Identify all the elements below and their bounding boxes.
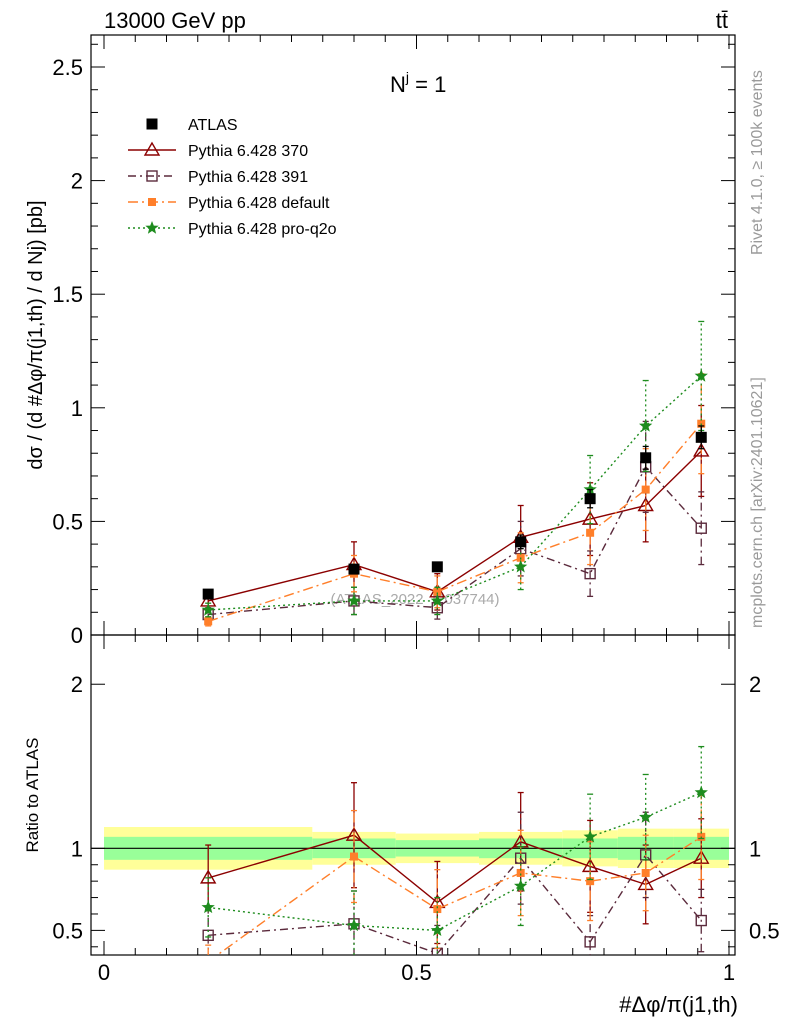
legend-entry-p391: Pythia 6.428 391 [128, 169, 308, 186]
legend-marker-proq2o [145, 221, 159, 234]
main-point-default [204, 617, 213, 626]
main-point-atlas [348, 563, 360, 575]
main-y-tick-label: 0 [71, 623, 83, 648]
legend-label-default: Pythia 6.428 default [188, 195, 330, 212]
ratio-point-default [204, 958, 212, 966]
main-point-proq2o [201, 603, 215, 616]
main-point-proq2o [430, 593, 444, 607]
ratio-line-p391 [208, 853, 702, 955]
x-tick-label: 0.5 [401, 960, 432, 985]
legend-entry-atlas: ATLAS [146, 117, 238, 134]
ratio-y-axis-label: Ratio to ATLAS [23, 738, 42, 853]
main-point-proq2o [347, 593, 361, 607]
header-process-label: tt̄ [716, 8, 728, 33]
main-point-atlas [202, 588, 214, 600]
main-point-atlas [640, 452, 652, 464]
ratio-point-proq2o [694, 785, 708, 799]
main-series-p370 [199, 404, 710, 611]
legend-label-atlas: ATLAS [188, 117, 238, 134]
legend-entry-p370: Pythia 6.428 370 [128, 141, 308, 160]
ratio-y-tick-label-right: 2 [749, 672, 761, 697]
ratio-y-tick-label: 1 [71, 836, 83, 861]
legend-marker-p391 [146, 170, 158, 182]
main-series-atlas [202, 425, 707, 600]
main-series-default [204, 373, 706, 627]
main-point-atlas [584, 493, 596, 505]
main-point-atlas [431, 561, 443, 573]
ratio-point-proq2o [347, 918, 361, 932]
main-line-proq2o [208, 375, 702, 611]
legend-entry-proq2o: Pythia 6.428 pro-q2o [128, 221, 337, 238]
main-y-tick-label: 2.5 [52, 55, 83, 80]
main-point-p370 [693, 442, 710, 457]
main-y-axis-text: dσ / (d #Δφ/π(j1,th) / d Nj) [pb] [25, 200, 47, 469]
ratio-point-proq2o [430, 923, 444, 936]
axis-ticks: 0 0.5 1 1.5 2 2.5 0 0.5 1 0.5 0.5 1 1 2 2 [52, 35, 780, 985]
legend-label-p391: Pythia 6.428 391 [188, 169, 308, 186]
ratio-y-tick-label-right: 1 [749, 836, 761, 861]
main-y-tick-label: 1 [71, 396, 83, 421]
legend-marker-atlas [146, 118, 158, 130]
ratio-point-p391 [695, 914, 707, 927]
ratio-uncertainty-bands [91, 827, 735, 870]
main-point-atlas [695, 431, 707, 443]
main-y-tick-label: 0.5 [52, 509, 83, 534]
mcplots-label: mcplots.cern.ch [arXiv:2401.10621] [749, 377, 766, 628]
main-point-atlas [515, 536, 527, 548]
ratio-series-proq2o [201, 745, 708, 955]
ratio-point-default [516, 868, 525, 877]
legend: ATLAS Pythia 6.428 370 Pythia 6.428 391 Pyt… [128, 117, 337, 238]
main-series-proq2o [201, 320, 708, 618]
legend-marker-default [148, 198, 156, 206]
main-point-proq2o [639, 419, 653, 432]
ratio-point-p370 [199, 869, 217, 884]
ratio-point-default [433, 905, 442, 914]
ratio-y-tick-label-right: 0.5 [749, 918, 780, 943]
ratio-point-default [641, 868, 650, 877]
legend-entry-default: Pythia 6.428 default [128, 195, 330, 212]
ratio-point-proq2o [639, 810, 653, 823]
x-tick-label: 0 [98, 960, 110, 985]
main-point-proq2o [514, 559, 528, 573]
main-point-p391 [584, 567, 596, 580]
legend-marker-p370 [143, 141, 161, 156]
ratio-data-layer [199, 745, 710, 966]
main-point-default [641, 485, 650, 494]
rivet-version-label: Rivet 4.1.0, ≥ 100k events [749, 70, 766, 255]
main-point-default [586, 528, 595, 537]
main-y-tick-label: 1.5 [52, 282, 83, 307]
legend-label-proq2o: Pythia 6.428 pro-q2o [188, 221, 337, 238]
ratio-point-default [350, 852, 358, 861]
main-point-proq2o [694, 369, 708, 382]
x-tick-label: 1 [723, 960, 735, 985]
header-energy-label: 13000 GeV pp [104, 8, 246, 33]
main-line-p370 [208, 450, 702, 602]
main-y-axis-label: dσ / (d #Δφ/π(j1,th) / d Nj) [pb] [25, 200, 47, 469]
ratio-point-proq2o [583, 829, 597, 843]
ratio-frame [90, 634, 736, 956]
ratio-y-tick-label: 2 [71, 672, 83, 697]
ratio-y-tick-label: 0.5 [52, 918, 83, 943]
ratio-point-p391 [584, 936, 596, 948]
ratio-point-default [586, 877, 595, 886]
legend-label-p370: Pythia 6.428 370 [188, 143, 308, 160]
ratio-point-proq2o [514, 879, 528, 892]
main-point-default [433, 587, 442, 596]
analysis-watermark: (ATLAS_2022_I2037744) [330, 591, 499, 608]
x-axis-label: #Δφ/π(j1,th) [619, 992, 738, 1017]
jet-multiplicity-annotation: Nj = 1 [390, 69, 446, 97]
ratio-point-p370 [693, 849, 710, 864]
main-data-layer [199, 320, 710, 627]
ratio-series-default [204, 793, 706, 966]
main-point-p391 [695, 522, 707, 534]
ratio-point-proq2o [201, 900, 215, 914]
main-y-tick-label: 2 [71, 169, 83, 194]
